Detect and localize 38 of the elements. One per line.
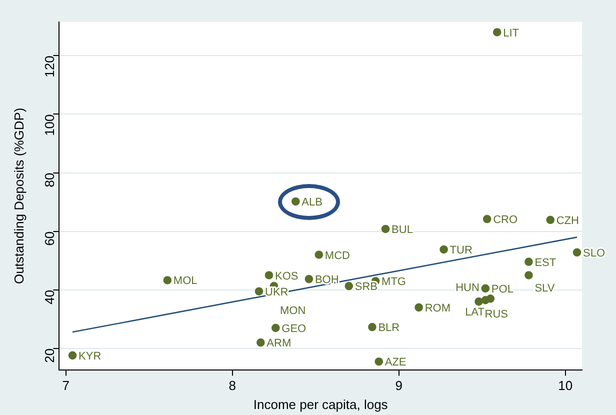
annotation: SLV: [534, 282, 556, 294]
annotation: BUL: [392, 224, 413, 236]
annotation: ROM: [424, 302, 451, 314]
annotation: HUN: [456, 282, 480, 294]
annotation: LIT: [503, 27, 520, 40]
x-axis-title: Income per capita, logs: [253, 396, 388, 412]
annotation: MOL: [173, 275, 198, 288]
y-tick-label: 80: [42, 172, 57, 188]
y-tick-label: 60: [42, 231, 57, 246]
annotation: SRB: [354, 281, 378, 294]
y-tick-label: 120: [42, 56, 57, 78]
annotation: ALB: [302, 196, 322, 208]
annotation: SLO: [583, 247, 606, 260]
annotation: MTG: [382, 276, 406, 288]
x-tick-label: 7: [62, 378, 70, 394]
annotation: POL: [491, 283, 514, 296]
annotation: KYR: [78, 350, 102, 362]
x-tick-label: 8: [228, 378, 236, 394]
x-tick-label: 10: [558, 378, 573, 394]
annotation: MON: [280, 305, 306, 318]
annotation: TUR: [450, 244, 472, 257]
annotation: KOS: [274, 270, 298, 282]
y-tick-label: 20: [42, 348, 57, 363]
annotation: CZH: [556, 214, 580, 227]
annotation: MCD: [324, 250, 350, 262]
y-tick-label: 100: [42, 114, 57, 136]
y-tick-label: 40: [42, 290, 57, 304]
annotation: ARM: [266, 338, 292, 350]
annotation: GEO: [282, 322, 307, 335]
x-tick-label: 9: [395, 378, 402, 394]
annotation: BOH: [314, 274, 339, 286]
annotation: AZE: [384, 356, 406, 369]
annotation: LAT: [465, 306, 485, 319]
annotation: BLR: [378, 322, 400, 334]
annotation: EST: [534, 256, 556, 269]
annotation: CRO: [493, 214, 518, 226]
y-axis-title: Outstanding Deposits (%GDP): [11, 108, 26, 284]
annotation: RUS: [484, 308, 508, 321]
